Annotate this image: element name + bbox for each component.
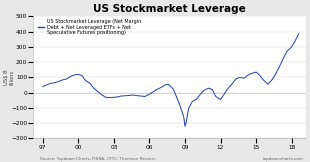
Text: topdowncharts.com: topdowncharts.com: [263, 157, 304, 161]
Title: US Stockmarket Leverage: US Stockmarket Leverage: [93, 4, 246, 14]
Y-axis label: US$ B
illions: US$ B illions: [4, 69, 15, 85]
Legend: US Stockmarket Leverage (Net Margin
Debt + Net Leveraged ETFs + Net
Speculative : US Stockmarket Leverage (Net Margin Debt…: [38, 19, 141, 35]
Text: Source: Topdown Charts, FINRA, CFTC, Thomson Reuters: Source: Topdown Charts, FINRA, CFTC, Tho…: [40, 157, 156, 161]
